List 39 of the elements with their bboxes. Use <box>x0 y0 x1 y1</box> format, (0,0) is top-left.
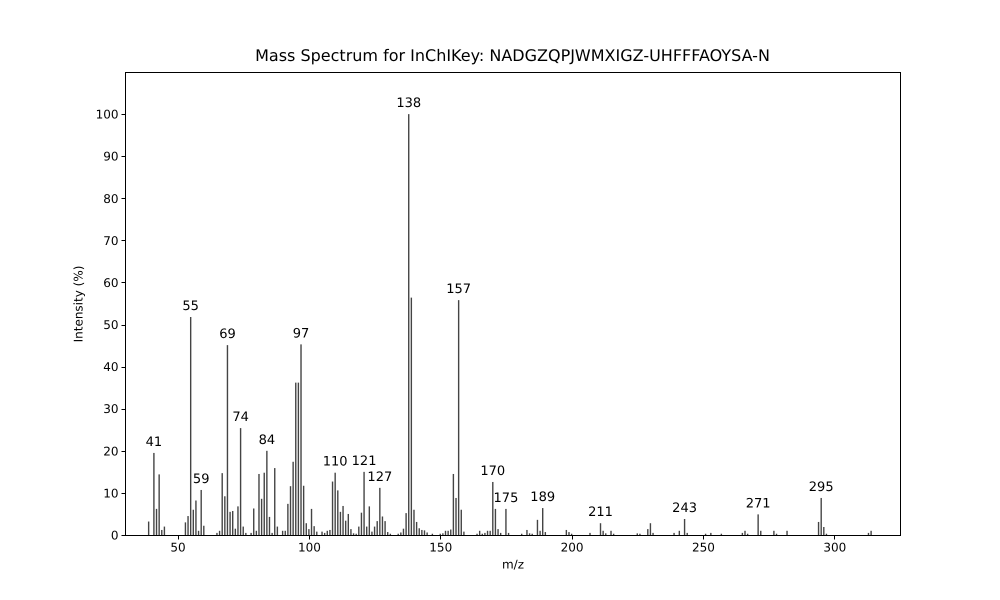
y-tick-label: 60 <box>103 276 118 290</box>
annotation: 211 <box>588 505 613 520</box>
y-tick-label: 90 <box>103 150 118 164</box>
x-axis-title: m/z <box>502 558 524 572</box>
y-tick-label: 20 <box>103 444 118 458</box>
y-tick-label: 30 <box>103 402 118 416</box>
annotation: 59 <box>192 472 210 487</box>
annotation: 127 <box>367 470 392 485</box>
annotation: 97 <box>292 326 310 342</box>
y-tick-label: 10 <box>103 486 118 500</box>
y-tick-label: 40 <box>103 360 118 374</box>
annotation: 271 <box>746 496 771 512</box>
x-tick-label: 300 <box>823 540 846 554</box>
x-tick-label: 250 <box>692 540 715 554</box>
y-tick-label: 100 <box>96 108 118 122</box>
annotation: 295 <box>808 480 834 495</box>
y-axis-title: Intensity (%) <box>72 266 86 342</box>
annotation: 157 <box>446 282 472 298</box>
x-tick-label: 50 <box>170 540 186 554</box>
annotation: 189 <box>530 490 556 506</box>
y-tick-label: 50 <box>103 318 118 332</box>
annotation: 110 <box>322 454 348 470</box>
annotation: 243 <box>672 501 697 516</box>
annotation: 41 <box>146 434 162 450</box>
y-tick-label: 70 <box>103 234 118 248</box>
y-tick-label: 0 <box>110 528 118 542</box>
annotation: 175 <box>494 490 518 506</box>
x-tick-label: 150 <box>429 540 452 554</box>
annotation: 84 <box>258 432 276 448</box>
annotation: 121 <box>352 454 376 469</box>
annotation: 55 <box>182 298 199 314</box>
annotation: 138 <box>396 96 422 112</box>
x-tick-label: 200 <box>560 540 584 554</box>
annotation: 69 <box>219 327 236 342</box>
annotation: 74 <box>232 410 249 426</box>
annotation: 170 <box>480 464 506 479</box>
x-tick-label: 100 <box>298 540 321 554</box>
chart-title: Mass Spectrum for InChIKey: NADGZQPJWMXIGZ-UHFFFAOYSA-N <box>255 46 770 65</box>
y-tick-label: 80 <box>103 192 118 206</box>
